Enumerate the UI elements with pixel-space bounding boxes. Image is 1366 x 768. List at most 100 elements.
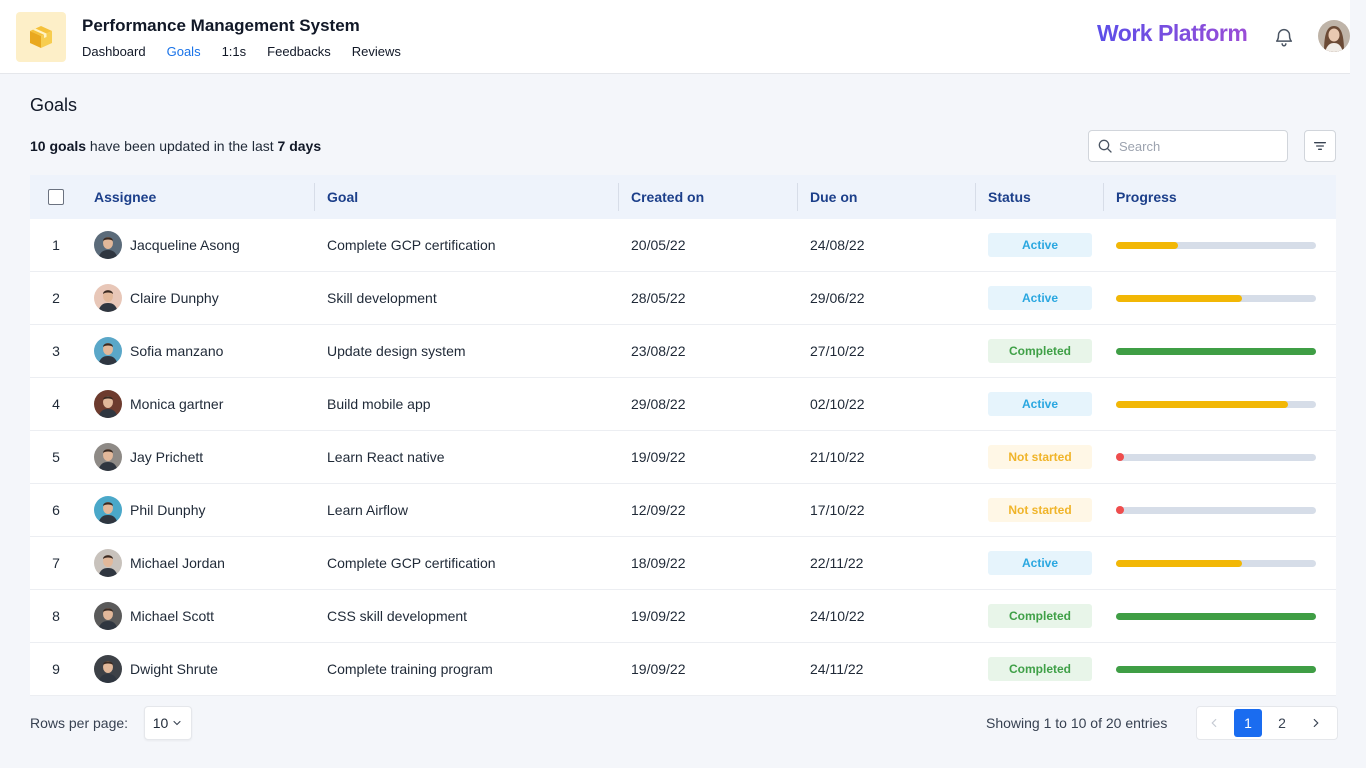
select-all-checkbox[interactable] <box>48 189 64 205</box>
progress-cell <box>1116 537 1316 589</box>
nav-dashboard[interactable]: Dashboard <box>82 44 146 59</box>
goal-name-cell: Build mobile app <box>327 378 431 430</box>
status-cell: Active <box>988 537 1092 589</box>
created-date: 23/08/22 <box>631 343 686 359</box>
status-cell: Not started <box>988 484 1092 536</box>
row-number: 3 <box>52 343 60 359</box>
status-badge: Active <box>988 392 1092 416</box>
nav-feedbacks[interactable]: Feedbacks <box>267 44 331 59</box>
table-row[interactable]: 8 Michael Scott CSS skill development 19/09… <box>30 590 1336 643</box>
goal-name: Complete GCP certification <box>327 237 496 253</box>
column-divider <box>618 183 619 211</box>
row-number: 1 <box>52 237 60 253</box>
goal-name-cell: Skill development <box>327 272 437 324</box>
rows-per-page-select[interactable]: 10 <box>144 706 192 740</box>
assignee-name-cell: Jay Prichett <box>94 431 203 483</box>
row-number-cell: 9 <box>30 643 82 695</box>
progress-cell <box>1116 431 1316 483</box>
user-avatar[interactable] <box>1318 20 1350 52</box>
created-date-cell: 18/09/22 <box>631 537 686 589</box>
search-input[interactable] <box>1119 138 1279 154</box>
table-row[interactable]: 2 Claire Dunphy Skill development 28/05/22 2… <box>30 272 1336 325</box>
avatar <box>94 655 122 683</box>
progress-fill <box>1116 347 1316 355</box>
rows-per-page-value: 10 <box>152 715 169 731</box>
assignee-name-cell: Michael Jordan <box>94 537 225 589</box>
avatar <box>94 231 122 259</box>
status-cell: Active <box>988 272 1092 324</box>
table-row[interactable]: 7 Michael Jordan Complete GCP certificatio… <box>30 537 1336 590</box>
progress-bar <box>1116 453 1316 461</box>
goal-name: Learn React native <box>327 449 445 465</box>
goal-name-cell: Update design system <box>327 325 466 377</box>
progress-cell <box>1116 219 1316 271</box>
search-box[interactable] <box>1088 130 1288 162</box>
due-date: 21/10/22 <box>810 449 865 465</box>
created-date: 18/09/22 <box>631 555 686 571</box>
page-1-button[interactable]: 1 <box>1234 709 1262 737</box>
column-header-due-on[interactable]: Due on <box>810 189 858 205</box>
created-date: 19/09/22 <box>631 608 686 624</box>
goal-name-cell: Complete GCP certification <box>327 219 496 271</box>
row-number-cell: 1 <box>30 219 82 271</box>
assignee-name: Jacqueline Asong <box>130 237 240 253</box>
nav-reviews[interactable]: Reviews <box>351 44 401 59</box>
rows-per-page-label: Rows per page: <box>30 715 129 731</box>
page-2-button[interactable]: 2 <box>1278 715 1286 731</box>
chevron-down-icon <box>173 720 181 726</box>
table-row[interactable]: 9 Dwight Shrute Complete training program 1… <box>30 643 1336 696</box>
progress-bar <box>1116 559 1316 567</box>
goal-name-cell: Complete training program <box>327 643 493 695</box>
progress-bar <box>1116 347 1316 355</box>
progress-cell <box>1116 325 1316 377</box>
column-header-assignee[interactable]: Assignee <box>94 189 157 205</box>
row-number: 8 <box>52 608 60 624</box>
due-date: 27/10/22 <box>810 343 865 359</box>
assignee-name-cell: Jacqueline Asong <box>94 219 240 271</box>
nav-one-on-ones[interactable]: 1:1s <box>221 44 247 59</box>
progress-bar <box>1116 294 1316 302</box>
goal-name: Build mobile app <box>327 396 431 412</box>
status-badge: Not started <box>988 498 1092 522</box>
row-number: 4 <box>52 396 60 412</box>
nav-goals[interactable]: Goals <box>166 44 201 59</box>
created-date-cell: 19/09/22 <box>631 643 686 695</box>
table-row[interactable]: 5 Jay Prichett Learn React native 19/09/22 2… <box>30 431 1336 484</box>
goal-name-cell: CSS skill development <box>327 590 467 642</box>
goals-table: Assignee Goal Created on Due on Status P… <box>30 175 1336 696</box>
row-number: 2 <box>52 290 60 306</box>
notification-bell-icon[interactable] <box>1273 26 1295 48</box>
table-row[interactable]: 6 Phil Dunphy Learn Airflow 12/09/22 17/10/2… <box>30 484 1336 537</box>
created-date-cell: 23/08/22 <box>631 325 686 377</box>
status-cell: Completed <box>988 325 1092 377</box>
table-row[interactable]: 1 Jacqueline Asong Complete GCP certificat… <box>30 219 1336 272</box>
created-date: 12/09/22 <box>631 502 686 518</box>
app-title: Performance Management System <box>82 16 360 35</box>
column-header-status[interactable]: Status <box>988 189 1031 205</box>
assignee-name: Monica gartner <box>130 396 224 412</box>
prev-page-button[interactable] <box>1197 706 1231 740</box>
table-row[interactable]: 4 Monica gartner Build mobile app 29/08/22 0… <box>30 378 1336 431</box>
due-date-cell: 24/08/22 <box>810 219 865 271</box>
assignee-name-cell: Michael Scott <box>94 590 214 642</box>
column-header-goal[interactable]: Goal <box>327 189 359 205</box>
status-badge: Active <box>988 286 1092 310</box>
status-cell: Active <box>988 219 1092 271</box>
created-date-cell: 28/05/22 <box>631 272 686 324</box>
assignee-name: Sofia manzano <box>130 343 224 359</box>
avatar <box>94 443 122 471</box>
row-number-cell: 5 <box>30 431 82 483</box>
due-date-cell: 21/10/22 <box>810 431 865 483</box>
created-date-cell: 29/08/22 <box>631 378 686 430</box>
due-date: 22/11/22 <box>810 555 864 571</box>
column-header-created-on[interactable]: Created on <box>631 189 705 205</box>
column-header-progress[interactable]: Progress <box>1116 189 1177 205</box>
due-date: 24/08/22 <box>810 237 865 253</box>
entries-summary: Showing 1 to 10 of 20 entries <box>986 715 1168 731</box>
next-page-button[interactable] <box>1299 706 1333 740</box>
due-date: 24/11/22 <box>810 661 864 677</box>
filter-button[interactable] <box>1304 130 1336 162</box>
table-row[interactable]: 3 Sofia manzano Update design system 23/08/… <box>30 325 1336 378</box>
app-logo[interactable] <box>16 12 66 62</box>
progress-fill <box>1116 294 1242 302</box>
